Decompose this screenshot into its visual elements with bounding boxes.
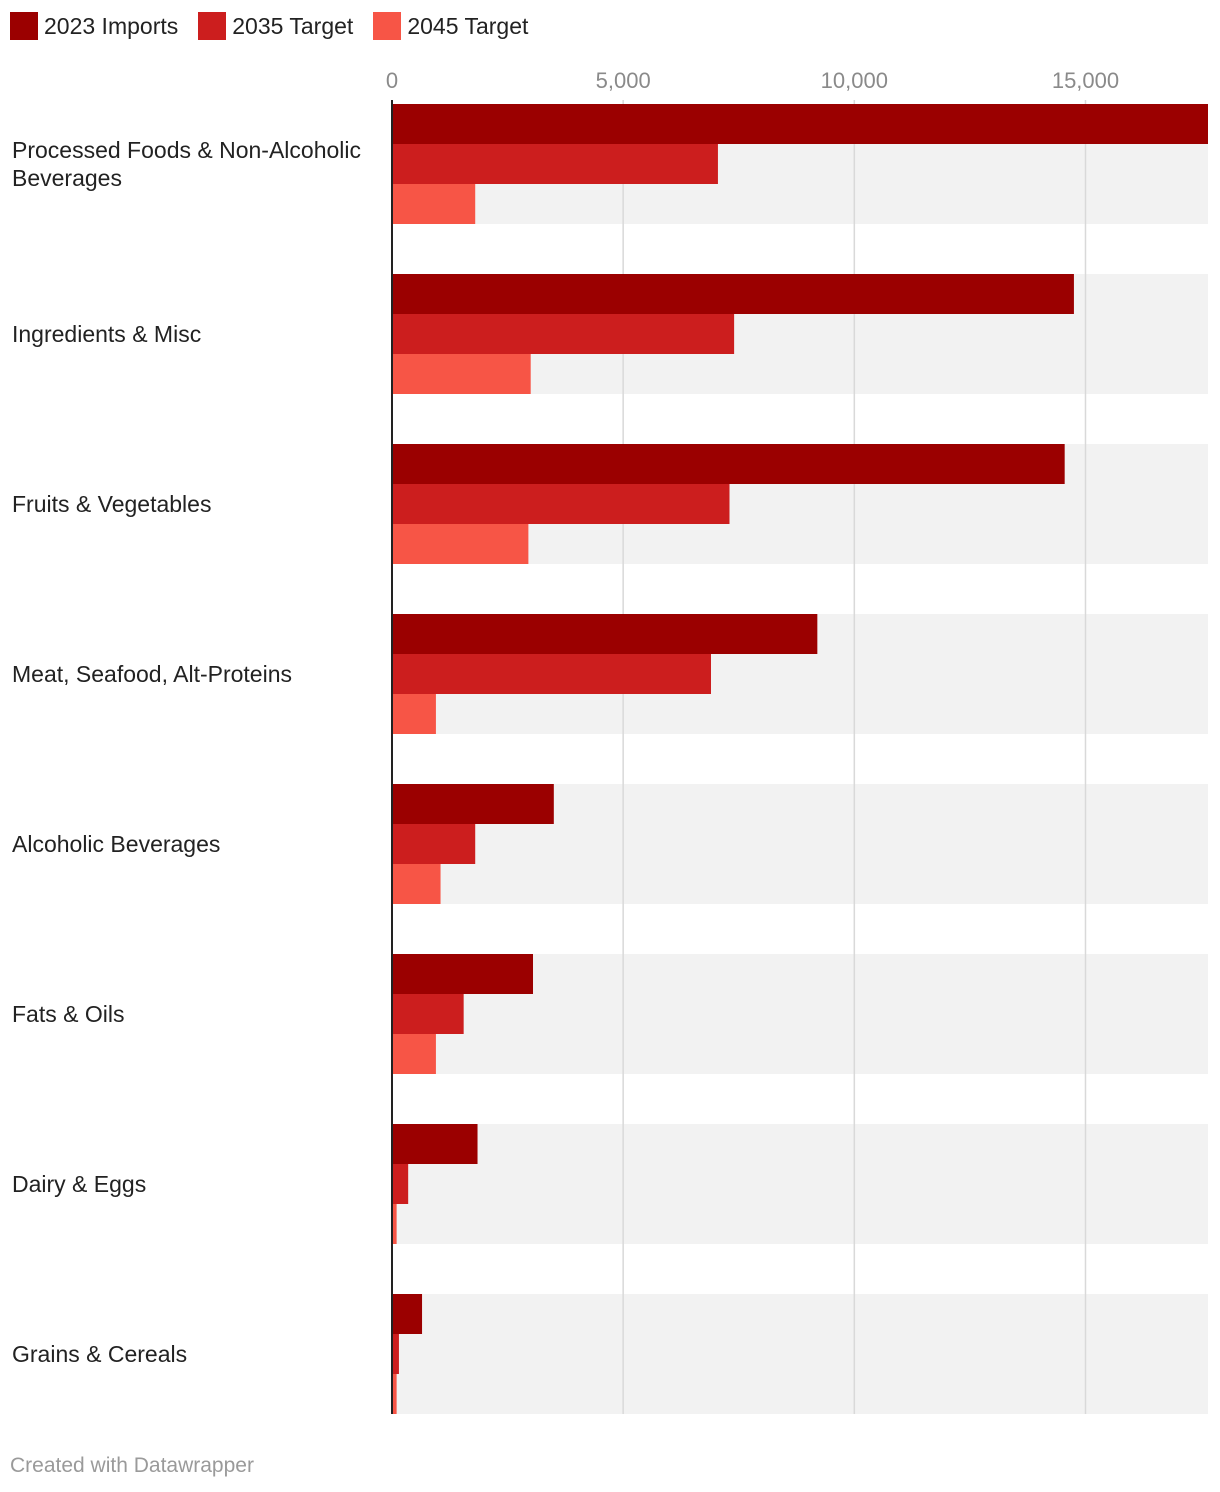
legend-item-2045-target[interactable]: 2045 Target [373,12,528,40]
category-label: Fats & Oils [12,1001,124,1027]
footer-credit: Created with Datawrapper [10,1454,254,1477]
category-label-line: Grains & Cereals [12,1341,187,1367]
bar[interactable] [392,1034,436,1074]
bar[interactable] [392,144,718,184]
category-label-line: Meat, Seafood, Alt-Proteins [12,661,292,687]
x-tick-label: 5,000 [596,68,651,93]
bar[interactable] [392,354,531,394]
category-label-line: Processed Foods & Non-Alcoholic [12,137,361,163]
category-label-line: Fats & Oils [12,1001,124,1027]
group-background [392,1294,1208,1414]
bar[interactable] [392,104,1208,144]
bar[interactable] [392,1294,423,1334]
category-label-line: Dairy & Eggs [12,1171,146,1197]
bar[interactable] [392,694,436,734]
bar[interactable] [392,1334,399,1374]
bar[interactable] [392,1374,397,1414]
category-label: Meat, Seafood, Alt-Proteins [12,661,292,687]
bar[interactable] [392,954,534,994]
legend-swatch [10,12,38,40]
bar[interactable] [392,1124,478,1164]
category-label-line: Ingredients & Misc [12,321,201,347]
bar[interactable] [392,1164,409,1204]
bar[interactable] [392,524,529,564]
bar[interactable] [392,654,712,694]
category-label: Alcoholic Beverages [12,831,220,857]
bar[interactable] [392,444,1065,484]
category-label: Ingredients & Misc [12,321,201,347]
group-background [392,1124,1208,1244]
legend-item-2035-target[interactable]: 2035 Target [198,12,353,40]
bar[interactable] [392,824,476,864]
bar[interactable] [392,274,1074,314]
bar[interactable] [392,994,464,1034]
category-label: Fruits & Vegetables [12,491,211,517]
legend-label: 2045 Target [407,12,529,39]
legend-label: 2023 Imports [44,12,179,39]
category-label-line: Alcoholic Beverages [12,831,220,857]
x-tick-label: 10,000 [821,68,888,93]
x-tick-label: 15,000 [1052,68,1119,93]
bar[interactable] [392,784,554,824]
legend-item-2023-imports[interactable]: 2023 Imports [10,12,178,40]
bar[interactable] [392,864,441,904]
category-label: Processed Foods & Non-Alcoholic Beverages [12,137,361,191]
category-label-line: Fruits & Vegetables [12,491,211,517]
bar[interactable] [392,484,730,524]
x-tick-label: 0 [386,68,398,93]
category-label: Grains & Cereals [12,1341,187,1367]
bar[interactable] [392,314,735,354]
bar[interactable] [392,1204,397,1244]
legend-label: 2035 Target [232,12,354,39]
bar[interactable] [392,184,476,224]
category-label: Dairy & Eggs [12,1171,146,1197]
legend-swatch [373,12,402,40]
legend-swatch [198,12,227,40]
category-label-line: Beverages [12,165,122,191]
legend: 2023 Imports 2035 Target 2045 Target [10,12,548,40]
bar-chart: 0 5,000 10,000 15,000 Processed Foods & Non-… [12,68,1208,1414]
bar[interactable] [392,614,818,654]
